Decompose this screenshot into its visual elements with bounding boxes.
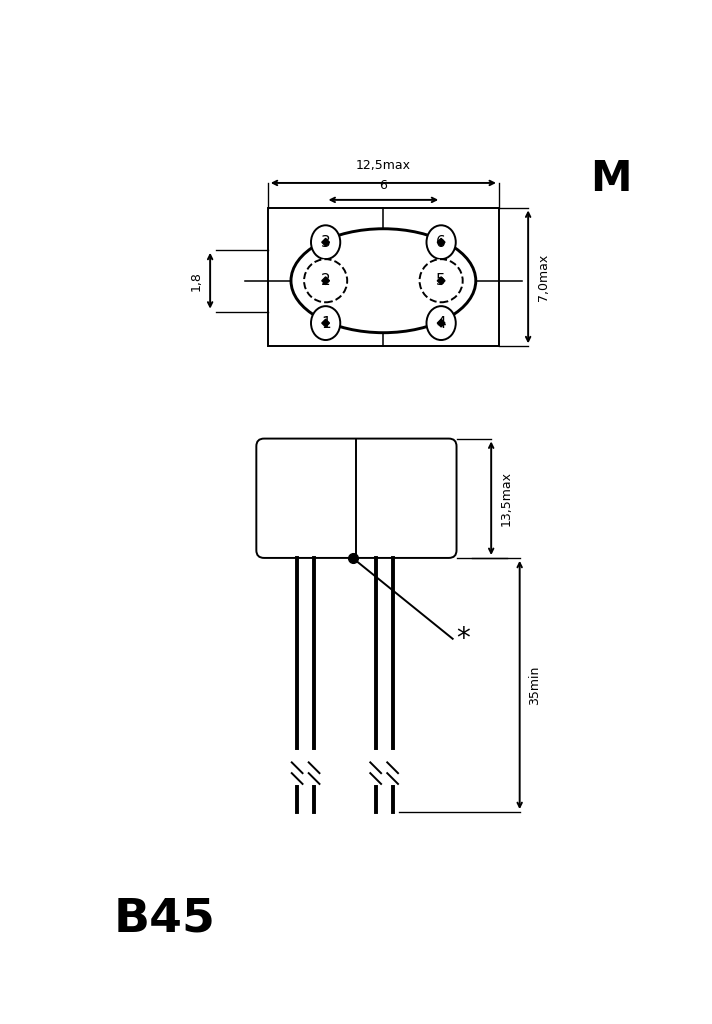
Text: 6: 6	[436, 234, 446, 250]
Polygon shape	[437, 239, 445, 246]
Ellipse shape	[426, 306, 456, 340]
Text: 6: 6	[379, 179, 387, 193]
Text: 12,5max: 12,5max	[356, 159, 411, 172]
Ellipse shape	[311, 225, 340, 259]
FancyBboxPatch shape	[256, 438, 456, 558]
Text: *: *	[456, 625, 469, 652]
Text: 13,5max: 13,5max	[500, 471, 513, 525]
Text: 7,0max: 7,0max	[537, 253, 550, 300]
Ellipse shape	[426, 225, 456, 259]
Text: 3: 3	[320, 234, 330, 250]
Polygon shape	[322, 276, 330, 285]
Text: 2: 2	[321, 273, 330, 288]
Text: B45: B45	[114, 897, 216, 942]
Text: 5: 5	[436, 273, 446, 288]
Bar	[268, 208, 499, 346]
Text: 35min: 35min	[528, 666, 542, 705]
Text: 1: 1	[321, 315, 330, 331]
Polygon shape	[322, 239, 330, 246]
Text: 1,8: 1,8	[190, 270, 203, 291]
Polygon shape	[322, 319, 330, 327]
Circle shape	[304, 259, 347, 302]
Polygon shape	[437, 276, 445, 285]
Circle shape	[419, 259, 463, 302]
Ellipse shape	[291, 228, 476, 333]
Text: 4: 4	[436, 315, 446, 331]
Ellipse shape	[311, 306, 340, 340]
Text: M: M	[590, 158, 632, 200]
Polygon shape	[437, 319, 445, 327]
